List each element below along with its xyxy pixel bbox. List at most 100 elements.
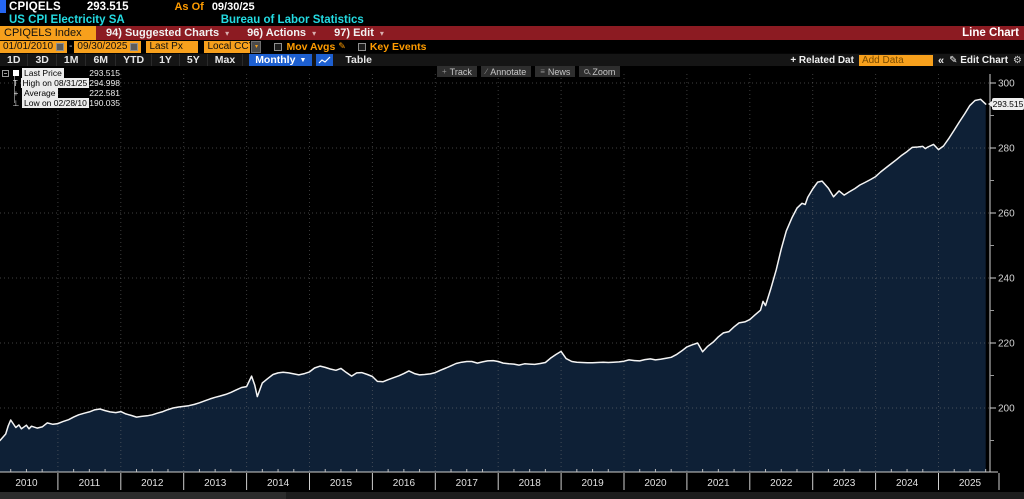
mov-avgs-checkbox[interactable] — [274, 42, 283, 51]
legend-items: Last Price 293.515 T High on 08/31/25 294.99… — [10, 68, 120, 108]
controls-row: 01/01/2010 - 09/30/2025 Last Px Local CC… — [0, 40, 1024, 53]
x-tick-label: 2017 — [456, 478, 479, 489]
chevron-down-icon: ▾ — [379, 29, 384, 38]
zoom-magnifier-icon — [584, 68, 590, 76]
chart-area[interactable]: 200 220 240 260 280 300 2010 2011 2012 2013 2014 20… — [0, 66, 1024, 499]
range-tab-6m[interactable]: 6M — [86, 53, 117, 67]
chevron-down-icon: ▾ — [312, 29, 317, 38]
add-data-input[interactable]: Add Data — [858, 55, 933, 66]
mov-avgs-label[interactable]: Mov Avgs — [286, 40, 336, 53]
edit-chart-label: Edit Chart — [960, 55, 1009, 66]
chart-type-button[interactable] — [316, 53, 334, 67]
collapse-panel-button[interactable]: « — [937, 54, 945, 67]
mov-avgs-pencil-icon[interactable]: ✎ — [338, 41, 346, 51]
low-marker-icon: ⊥ — [12, 98, 20, 108]
x-tick-label: 2016 — [393, 478, 416, 489]
panel-accent-bar — [0, 0, 6, 13]
bottom-strip-left — [0, 492, 286, 499]
period-value: Monthly — [255, 54, 296, 66]
legend-collapse-icon[interactable] — [2, 70, 9, 77]
range-tab-1y[interactable]: 1Y — [152, 53, 180, 67]
menu-bar: CPIQELS Index 94) Suggested Charts ▾ 96) … — [0, 26, 1024, 40]
currency-dropdown-button[interactable]: ▾ — [251, 40, 262, 53]
range-tab-1d[interactable]: 1D — [0, 53, 29, 67]
line-chart-icon — [318, 56, 331, 63]
toolbar-label: News — [547, 66, 571, 77]
price-line — [0, 98, 987, 442]
key-events-checkbox[interactable] — [357, 42, 366, 51]
as-of-label: As Of — [174, 0, 204, 13]
x-tick-label: 2015 — [330, 478, 353, 489]
calendar-icon[interactable] — [130, 42, 139, 51]
average-marker-icon: + — [13, 88, 19, 98]
right-tools: + Related Dat Add Data « ✎ Edit Chart ⚙ — [790, 54, 1022, 67]
toolbar-label: Track — [449, 66, 472, 77]
crosshair-icon: + — [442, 66, 447, 76]
price-plot[interactable]: 200 220 240 260 280 300 2010 2011 2012 2013 2014 20… — [0, 66, 1024, 499]
last-price-value: 293.515 — [86, 0, 129, 13]
toolbar-label: Annotate — [490, 66, 527, 77]
legend-value: 293.515 — [89, 68, 120, 78]
high-marker-icon: T — [12, 78, 18, 88]
period-select[interactable]: Monthly ▼ — [249, 53, 313, 67]
x-tick-label: 2010 — [15, 478, 38, 489]
x-tick-label: 2019 — [581, 478, 604, 489]
menu-item[interactable]: 96) Actions ▾ — [247, 27, 317, 39]
security-name: US CPI Electricity SA — [9, 13, 125, 26]
gear-icon[interactable]: ⚙ — [1013, 55, 1022, 66]
key-events-label[interactable]: Key Events — [369, 40, 427, 53]
y-tick-label: 280 — [998, 144, 1015, 155]
table-button[interactable]: Table — [345, 54, 373, 66]
menu-item[interactable]: 94) Suggested Charts ▾ — [106, 27, 230, 39]
x-tick-label: 2018 — [519, 478, 542, 489]
legend-row: + Average 222.581 — [10, 88, 120, 98]
range-tab-1m[interactable]: 1M — [57, 53, 87, 67]
y-tick-label: 300 — [998, 79, 1015, 90]
legend-label: High on 08/31/25 — [20, 78, 90, 88]
annotate-button[interactable]: ∕ Annotate — [480, 66, 532, 77]
start-date-value: 01/01/2010 — [3, 41, 54, 52]
range-tab-max[interactable]: Max — [208, 53, 244, 67]
end-date-value: 09/30/2025 — [77, 41, 128, 52]
annotate-pencil-icon: ∕ — [485, 66, 488, 76]
title-row: CPIQELS 293.515 As Of 09/30/25 — [0, 0, 1024, 13]
related-data-button[interactable]: + Related Dat — [790, 55, 854, 66]
ticker-input[interactable]: CPIQELS Index — [0, 26, 96, 40]
zoom-button[interactable]: Zoom — [579, 66, 621, 77]
x-tick-label: 2022 — [770, 478, 793, 489]
x-tick-label: 2013 — [204, 478, 227, 489]
range-tab-5y[interactable]: 5Y — [180, 53, 208, 67]
menu-items: 94) Suggested Charts ▾ 96) Actions ▾ 97) E… — [106, 27, 384, 39]
legend-value: 222.581 — [89, 88, 120, 98]
security-row: US CPI Electricity SA Bureau of Labor St… — [0, 13, 1024, 26]
range-tabs: 1D 3D 1M 6M YTD 1Y 5Y Max — [0, 53, 244, 67]
edit-chart-button[interactable]: ✎ Edit Chart — [949, 55, 1009, 66]
y-tick-label: 220 — [998, 339, 1015, 350]
range-tab-ytd[interactable]: YTD — [116, 53, 153, 67]
data-source: Bureau of Labor Statistics — [220, 13, 364, 26]
x-tick-label: 2024 — [896, 478, 919, 489]
x-tick-label: 2014 — [267, 478, 290, 489]
bottom-strip-right — [286, 492, 1024, 499]
currency-select[interactable]: Local CCY — [204, 40, 255, 53]
y-tick-label: 200 — [998, 404, 1015, 415]
last-price-axis-badge: 293.515 — [988, 97, 1024, 110]
square-marker-icon — [10, 69, 22, 78]
field-select[interactable]: Last Px — [146, 40, 199, 53]
toolbar-label: Zoom — [592, 66, 616, 77]
legend-row: Last Price 293.515 — [10, 68, 120, 78]
legend-value: 294.998 — [89, 78, 120, 88]
start-date-input[interactable]: 01/01/2010 — [0, 40, 68, 53]
menu-item[interactable]: 97) Edit ▾ — [334, 27, 384, 39]
y-tick-label: 240 — [998, 274, 1015, 285]
x-tick-label: 2012 — [141, 478, 164, 489]
x-tick-label: 2023 — [833, 478, 856, 489]
track-button[interactable]: + Track — [437, 66, 477, 77]
legend-label: Last Price — [22, 68, 64, 78]
range-tab-3d[interactable]: 3D — [28, 53, 57, 67]
calendar-icon[interactable] — [56, 42, 65, 51]
news-button[interactable]: ≡ News — [535, 66, 576, 77]
news-list-icon: ≡ — [540, 66, 545, 76]
end-date-input[interactable]: 09/30/2025 — [74, 40, 142, 53]
